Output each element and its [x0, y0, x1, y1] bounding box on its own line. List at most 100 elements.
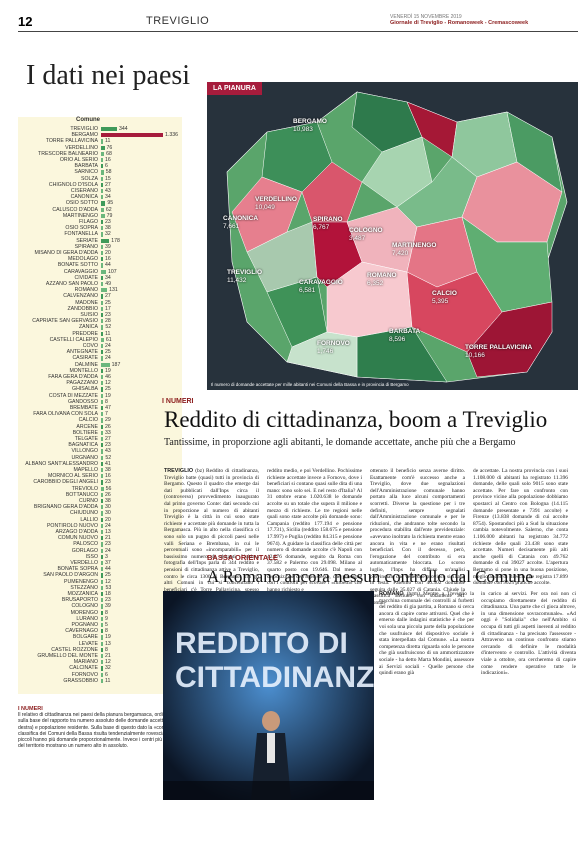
- article1-dateline: TREVIGLIO: [164, 468, 194, 474]
- value-bar: [101, 623, 103, 628]
- table-row: COLOGNO 39: [18, 603, 182, 609]
- value-bar: [101, 220, 103, 225]
- value-bar: [101, 449, 103, 454]
- municipality-name: VILLONGO: [71, 448, 98, 455]
- article2-photo: REDDITO DI CITTADINANZA: [163, 591, 374, 800]
- municipality-name: MARIANO: [73, 659, 98, 666]
- table-row: BOTTANUCO 26: [18, 492, 182, 498]
- table-row: AZZANO SAN PAOLO 49: [18, 281, 182, 287]
- municipality-name: CANONICA: [70, 194, 98, 201]
- municipality-value: 8: [105, 398, 108, 405]
- table-row: MEDOLAGO 16: [18, 256, 182, 262]
- municipality-name: TORRE PALLAVICINA: [45, 138, 98, 145]
- table-row: SERIATE 178: [18, 238, 182, 244]
- table-row: MORENGO 8: [18, 610, 182, 616]
- value-bar: [101, 480, 103, 485]
- municipality-value: 19: [105, 634, 111, 641]
- value-bar: [101, 257, 103, 262]
- municipality-name: BOLTIERE: [72, 429, 98, 436]
- value-bar: [101, 561, 103, 566]
- municipality-value: 25: [105, 349, 111, 356]
- municipality-name: SARNICO: [74, 169, 98, 176]
- municipality-value: 12: [105, 380, 111, 387]
- municipality-name: ZANICA: [78, 324, 98, 331]
- masthead: Giornale di Treviglio - Romanoweek - Cre…: [390, 20, 529, 26]
- municipality-name: COVO: [82, 343, 98, 349]
- value-bar: [101, 474, 103, 479]
- value-bar: [101, 300, 103, 305]
- municipality-name: STEZZANO: [70, 584, 98, 591]
- municipality-name: BAGNATICA: [68, 442, 98, 449]
- value-bar: [101, 337, 104, 342]
- municipality-name: FONTANELLA: [64, 231, 98, 238]
- article2-column-2: in carico ai servizi. Per ora noi non ci…: [481, 591, 576, 677]
- municipality-value: 131: [109, 287, 118, 294]
- municipality-name: VERDELLO: [70, 560, 98, 566]
- value-bar: [101, 319, 103, 324]
- value-bar: [101, 424, 103, 429]
- value-bar: [101, 610, 103, 615]
- article1-kicker: I NUMERI: [162, 398, 194, 405]
- value-bar: [101, 375, 104, 380]
- table-note: I NUMERI Il relativo di cittadinanza nei…: [18, 706, 182, 749]
- value-bar: [101, 381, 103, 386]
- value-bar: [101, 629, 103, 634]
- table-row: COSTA DI MEZZATE 19: [18, 393, 182, 399]
- value-bar: [101, 672, 103, 677]
- stage-photo: REDDITO DI CITTADINANZA: [163, 591, 374, 800]
- municipality-value: 21: [105, 653, 111, 659]
- table-row: LURANO 9: [18, 616, 182, 622]
- municipality-name: CAVERNAGO: [65, 628, 98, 635]
- municipality-value: 344: [118, 126, 128, 132]
- table-row: TREVIOLO 56: [18, 486, 182, 492]
- value-bar: [101, 207, 104, 212]
- municipality-value: 44: [105, 566, 111, 573]
- municipality-name: MAPELLO: [73, 467, 98, 473]
- municipality-name: TREVIGLIO: [70, 126, 98, 132]
- value-bar: [101, 232, 103, 237]
- article2-column-1: ROMANO (bgm) Mentre a Treviglio la macch…: [379, 591, 475, 677]
- value-bar: [101, 362, 110, 367]
- map-label-cologno: COLOGNO 3,487: [349, 227, 383, 242]
- table-row: ARCENE 26: [18, 424, 182, 430]
- issue-date: VENERDÌ 15 NOVEMBRE 2019: [390, 14, 462, 20]
- table-row: FARA OLIVANA CON SOLA 7: [18, 411, 182, 417]
- value-bar: [101, 288, 108, 293]
- municipality-name: MEDOLAGO: [68, 256, 98, 263]
- municipality-value: 56: [105, 485, 112, 492]
- municipality-value: 34: [105, 274, 111, 281]
- municipality-name: SPIRANO: [74, 243, 98, 250]
- municipality-name: DALMINE: [74, 361, 98, 368]
- table-row: MONTELLO 19: [18, 368, 182, 374]
- municipality-name: PONTIROLO NUOVO: [46, 522, 98, 529]
- value-bar: [101, 604, 103, 609]
- municipality-value: 12: [105, 578, 111, 585]
- municipality-name: SAN PAOLO D'ARGON: [43, 572, 98, 579]
- value-bar: [101, 517, 103, 522]
- table-row: GRASSOBBIO 11: [18, 678, 182, 684]
- municipality-name: MARTINENGO: [62, 212, 98, 219]
- table-row: BRIGNANO GERA D'ADDA 30: [18, 504, 182, 510]
- table-background: [18, 117, 182, 694]
- municipality-value: 8: [105, 628, 108, 635]
- municipality-name: ALBANO SANT'ALESSANDRO: [25, 460, 98, 467]
- municipality-value: 29: [105, 417, 111, 424]
- table-row: CASTEL ROZZONE 8: [18, 647, 182, 653]
- page-number: 12: [18, 14, 33, 29]
- municipality-value: 32: [105, 665, 111, 672]
- value-bar: [101, 530, 103, 535]
- municipality-name: TREVIOLO: [71, 485, 98, 492]
- municipality-name: PAGAZZANO: [66, 380, 98, 387]
- table-row: CAPRIATE SAN GERVASIO 28: [18, 318, 182, 324]
- municipality-name: COLOGNO: [71, 603, 98, 610]
- value-bar: [101, 313, 103, 318]
- municipality-name: CHIUDUNO: [70, 510, 98, 517]
- table-row: ANTEGNATE 25: [18, 349, 182, 355]
- table-row: CALCINATE 32: [18, 665, 182, 671]
- value-bar: [101, 579, 103, 584]
- value-bar: [101, 139, 103, 144]
- table-row: CALCIO 29: [18, 417, 182, 423]
- value-bar: [101, 641, 103, 646]
- municipality-value: 8: [105, 609, 108, 616]
- map-label-barbata: BARBATA 8,596: [389, 328, 421, 343]
